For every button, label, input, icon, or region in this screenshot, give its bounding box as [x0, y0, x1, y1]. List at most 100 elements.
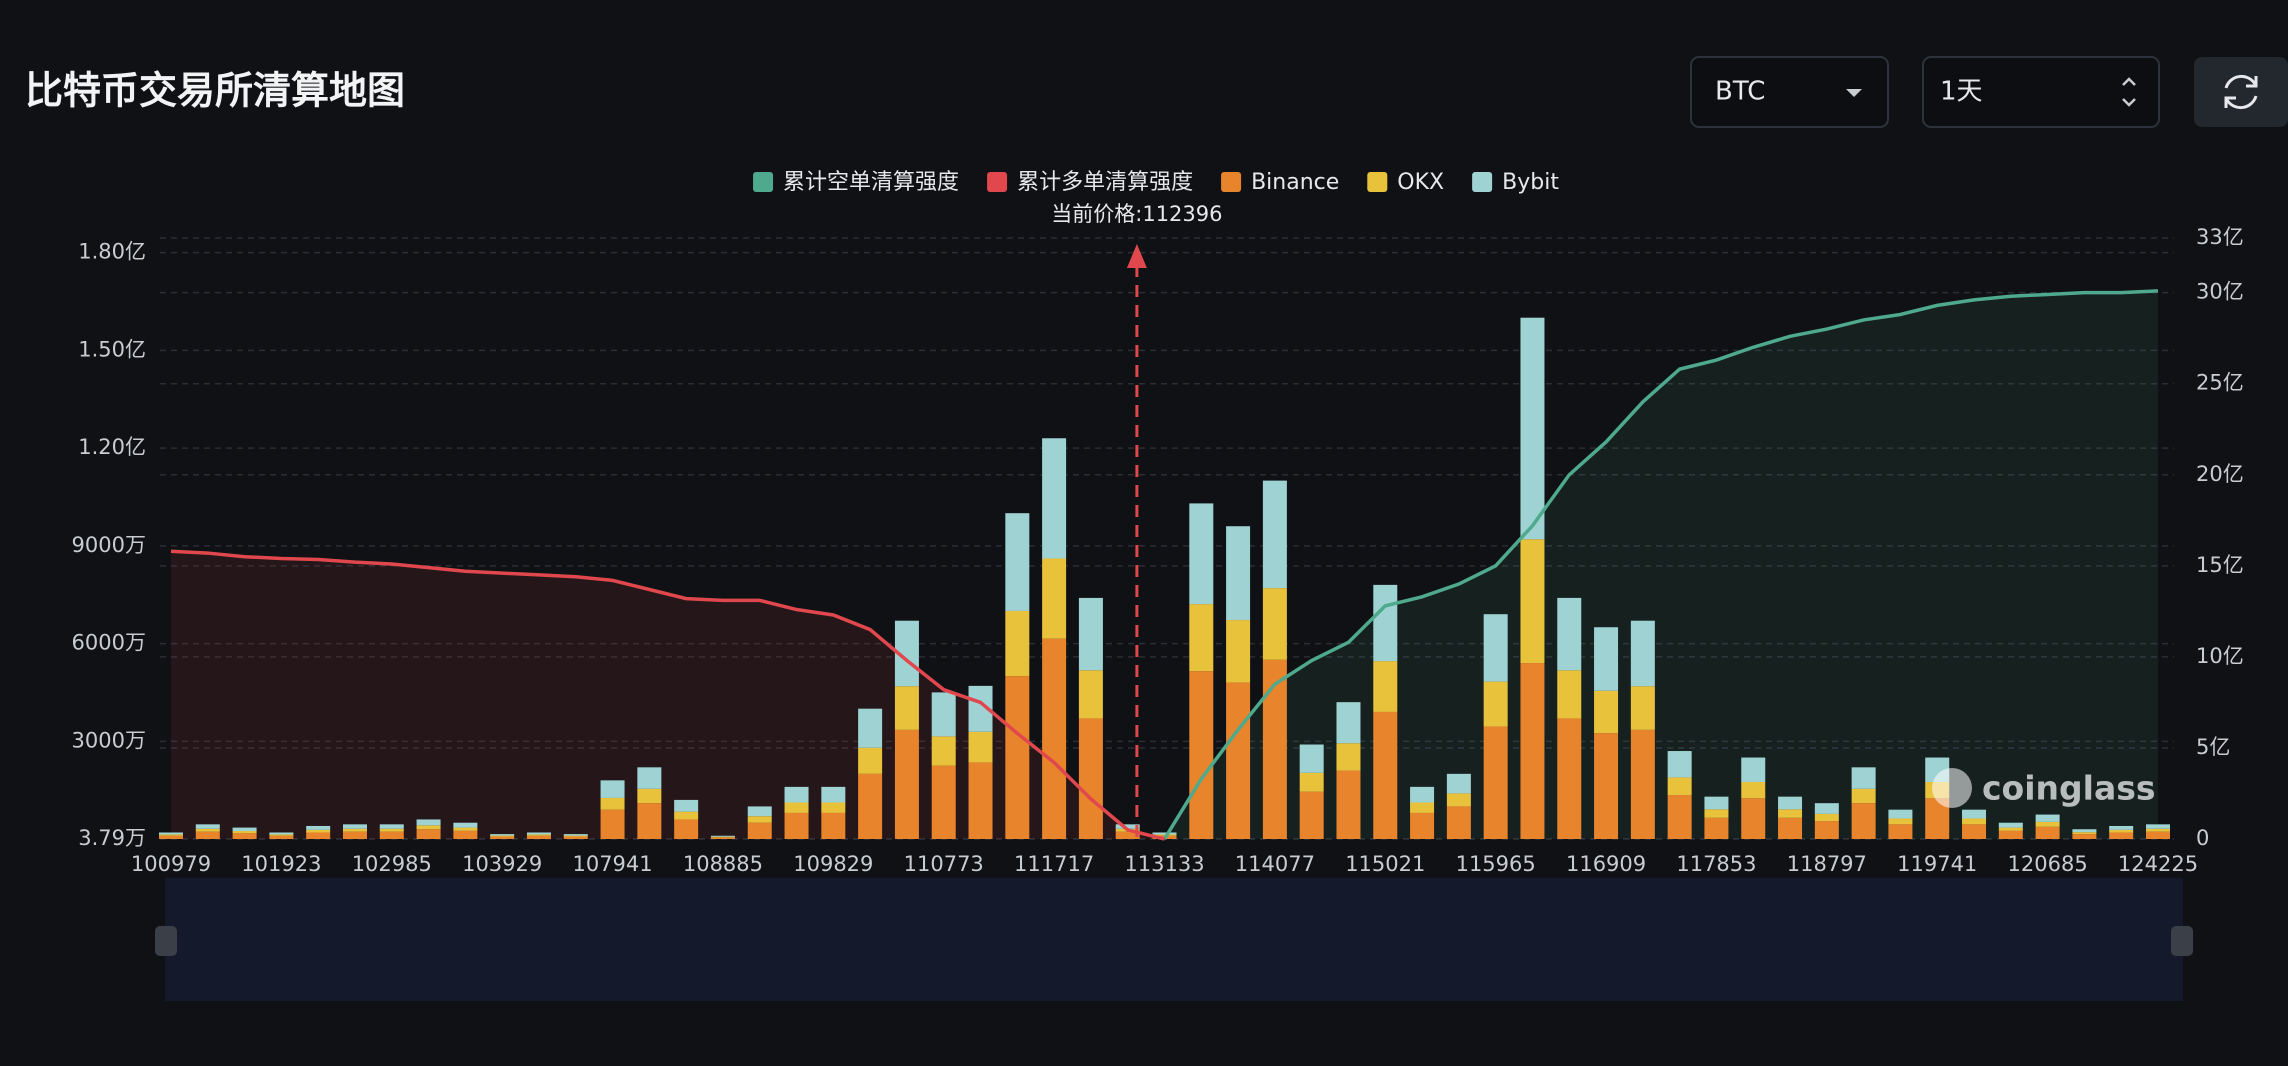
bar-segment: [968, 762, 993, 839]
bar-segment: [2035, 821, 2060, 827]
bar-segment: [306, 832, 331, 839]
legend-label: OKX: [1397, 170, 1444, 195]
bar-segment: [1851, 803, 1876, 839]
bar-segment: [2035, 826, 2060, 839]
x-tick-label: 111717: [1014, 852, 1094, 876]
interval-select[interactable]: [1922, 56, 2160, 128]
area-fill: [1164, 290, 2158, 839]
bar-segment: [563, 836, 588, 839]
y2-tick-label: 10亿: [2196, 644, 2244, 668]
bar-segment: [1778, 817, 1803, 839]
legend-swatch: [753, 172, 774, 192]
line: [170, 549, 1165, 841]
bar-segment: [453, 830, 478, 839]
bar-segment: [1446, 793, 1471, 807]
y-tick-label: 1.50亿: [78, 337, 146, 361]
refresh-icon: [2224, 74, 2258, 110]
bar-segment: [1226, 526, 1251, 621]
symbol-value: BTC: [1715, 77, 1765, 107]
bar-segment: [600, 780, 625, 798]
bar-segment: [1667, 777, 1692, 796]
bar-segment: [1594, 690, 1619, 734]
bar-segment: [2109, 825, 2134, 830]
bar-segment: [710, 835, 735, 837]
bar-segment: [1189, 604, 1214, 672]
bar-segment: [1226, 620, 1251, 683]
bar-segment: [600, 809, 625, 839]
bar-segment: [453, 822, 478, 828]
bar-segment: [1373, 661, 1398, 712]
bar-segment: [1814, 821, 1839, 839]
bar-segment: [1262, 588, 1287, 660]
y2-tick-label: 30亿: [2196, 280, 2244, 304]
bar-segment: [1078, 670, 1103, 719]
page-title: 比特币交易所清算地图: [25, 69, 405, 113]
bar-segment: [1778, 809, 1803, 818]
x-tick-label: 118797: [1787, 852, 1867, 876]
x-tick-label: 107941: [572, 852, 652, 876]
bar-segment: [1594, 627, 1619, 691]
y2-tick-label: 0: [2196, 826, 2209, 850]
bar-segment: [1998, 827, 2023, 831]
x-tick-label: 109829: [793, 852, 873, 876]
interval-value: 1天: [1940, 77, 1983, 107]
bar-segment: [1557, 670, 1582, 719]
bar-segment: [1630, 620, 1655, 687]
bar-segment: [1115, 824, 1140, 829]
bar-segment: [1704, 817, 1729, 839]
slider-handle[interactable]: [2171, 926, 2193, 956]
bar-segment: [1078, 597, 1103, 671]
bar-segment: [1410, 812, 1435, 839]
bar-segment: [453, 827, 478, 831]
bar-segment: [637, 767, 662, 789]
bar-segment: [1667, 795, 1692, 839]
bar-segment: [1373, 711, 1398, 839]
bar-segment: [674, 811, 699, 820]
price-arrow: [1126, 244, 1147, 268]
bar-segment: [1520, 663, 1545, 839]
bar-segment: [1410, 786, 1435, 803]
x-tick-label: 101923: [241, 852, 321, 876]
x-tick-label: 102985: [352, 852, 432, 876]
bar-segment: [526, 835, 551, 839]
bar-segment: [747, 806, 772, 817]
x-tick-label: 108885: [683, 852, 763, 876]
x-tick-label: 100979: [131, 852, 211, 876]
bar-segment: [1005, 610, 1030, 677]
bar-segment: [1741, 798, 1766, 839]
refresh-button[interactable]: [2194, 57, 2288, 127]
zoom-slider[interactable]: [165, 878, 2183, 1001]
bar-segment: [1557, 718, 1582, 839]
symbol-select[interactable]: [1690, 56, 1889, 128]
slider-handle[interactable]: [155, 926, 177, 956]
bar-segment: [784, 786, 809, 803]
bar-segment: [858, 747, 883, 774]
bar-segment: [2146, 831, 2170, 839]
x-tick-label: 115021: [1345, 852, 1425, 876]
bar-segment: [1005, 513, 1030, 611]
bar-segment: [821, 802, 846, 813]
bar-segment: [342, 831, 367, 839]
y-tick-label: 1.20亿: [78, 435, 146, 459]
legend-label: Binance: [1251, 170, 1339, 195]
bar-segment: [1888, 818, 1913, 825]
bar-segment: [1557, 597, 1582, 671]
bar-segment: [1115, 831, 1140, 839]
bar-segment: [1078, 718, 1103, 839]
bar-segment: [342, 824, 367, 829]
x-tick-label: 110773: [904, 852, 984, 876]
bar-segment: [637, 803, 662, 839]
x-tick-label: 114077: [1235, 852, 1315, 876]
bar-segment: [379, 828, 404, 832]
stepper-icon: [2122, 77, 2136, 107]
price-annotation: 当前价格:112396: [1051, 202, 1222, 226]
bar-segment: [195, 828, 220, 832]
y2-tick-label: 33亿: [2196, 225, 2244, 249]
legend: 累计空单清算强度 累计多单清算强度 Binance OKX Bybit: [753, 170, 1559, 195]
bar-segment: [1410, 802, 1435, 813]
bar-segment: [1594, 733, 1619, 839]
bar-segment: [1483, 726, 1508, 839]
bar-segment: [710, 836, 735, 838]
